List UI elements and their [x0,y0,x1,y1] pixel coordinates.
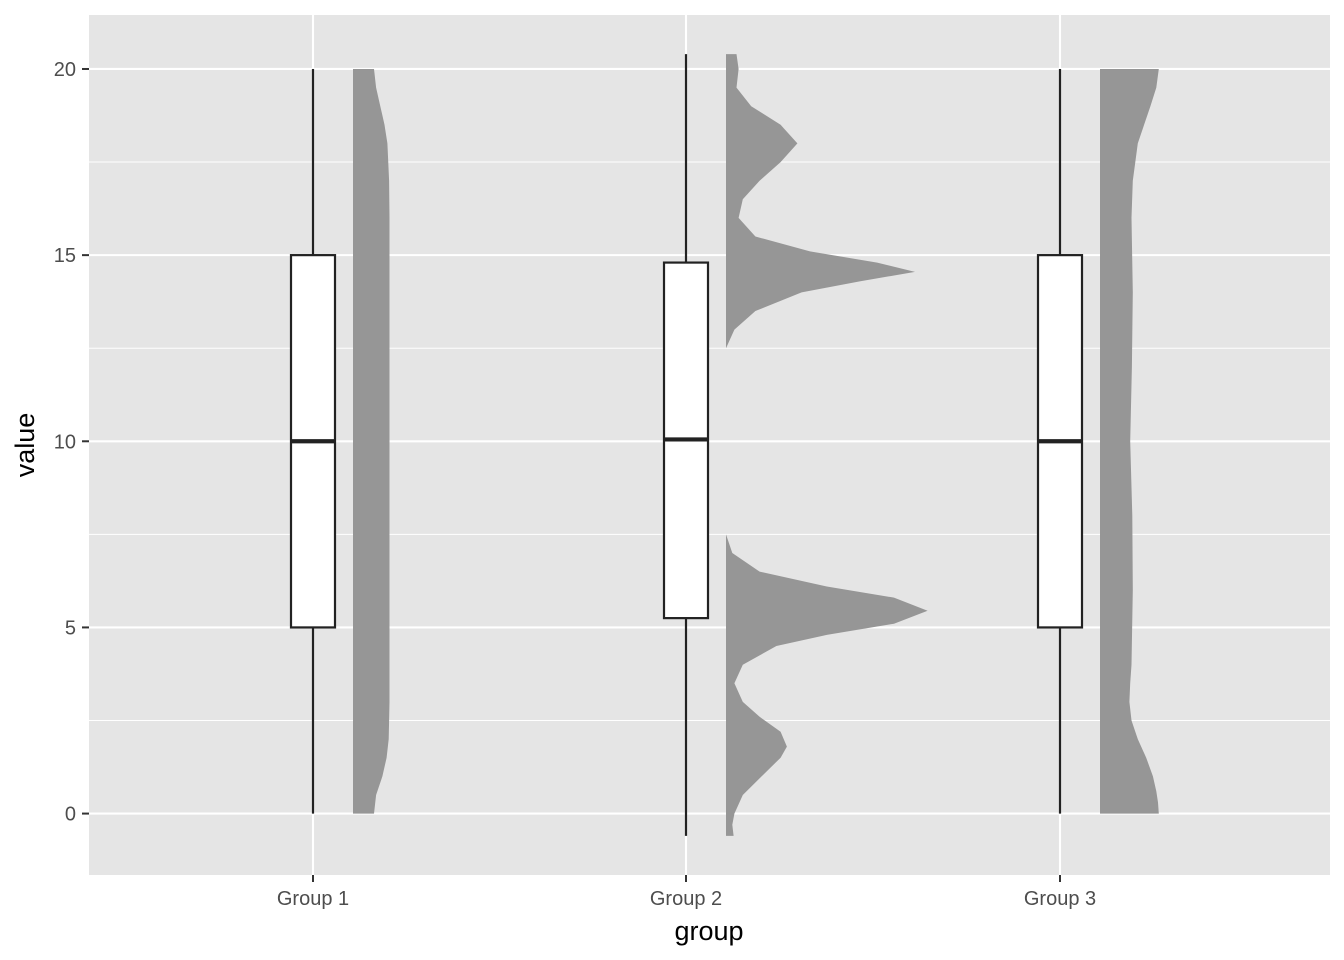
density-layer [353,54,1159,836]
y-tick-label: 15 [54,245,76,267]
y-axis: 0 5 10 15 20 [54,59,89,826]
x-tick-label: Group 2 [650,888,722,910]
y-tick-label: 5 [65,617,76,639]
density-shape-1 [353,69,390,814]
density-shape-3 [1100,69,1159,814]
y-tick-label: 10 [54,431,76,453]
x-axis-title: group [674,916,743,946]
y-tick-label: 0 [65,804,76,826]
boxplot-layer [289,54,1084,836]
x-tick-label: Group 3 [1024,888,1096,910]
y-axis-title: value [10,413,40,478]
density-shape-2 [726,54,928,836]
y-tick-label: 20 [54,59,76,81]
plot-panel [89,15,1330,875]
x-axis: Group 1 Group 2 Group 3 [277,875,1096,910]
x-tick-label: Group 1 [277,888,349,910]
